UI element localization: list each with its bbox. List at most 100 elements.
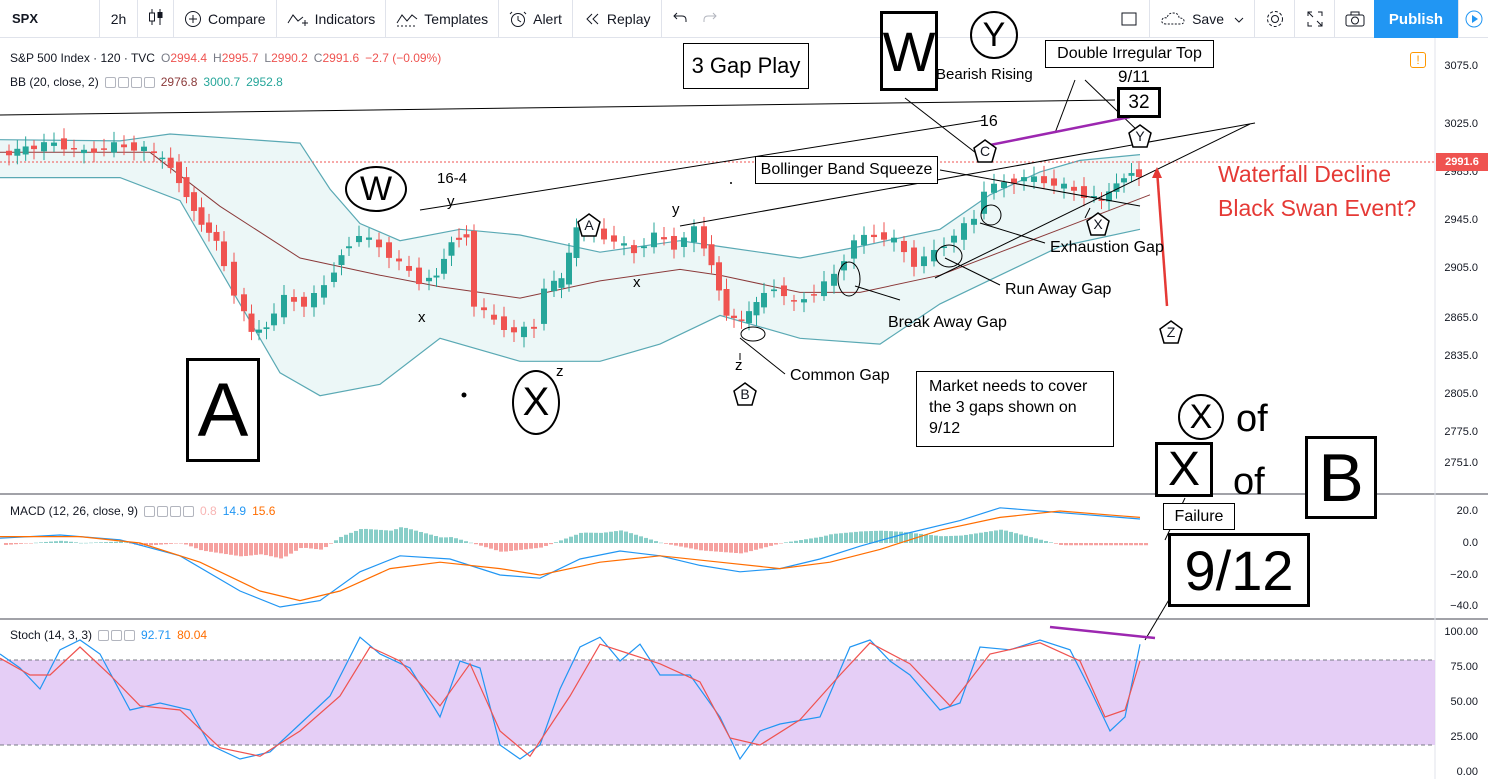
macd-bar xyxy=(1034,538,1038,543)
date-912-box[interactable]: 9/12 xyxy=(1168,533,1310,607)
gear-icon[interactable] xyxy=(1254,0,1294,38)
candle-body xyxy=(456,237,462,240)
macd-bar xyxy=(954,535,958,543)
small-x-2[interactable]: x xyxy=(633,274,641,291)
small-y-2[interactable]: y xyxy=(672,201,680,218)
indicators-label: Indicators xyxy=(314,10,376,27)
alert-button[interactable]: Alert xyxy=(499,0,573,38)
macd-bar xyxy=(484,543,488,548)
macd-bar xyxy=(89,542,93,544)
small-x-1[interactable]: x xyxy=(418,309,426,326)
rectangle-icon[interactable] xyxy=(1109,0,1149,38)
candle-body xyxy=(159,157,166,160)
candle-body xyxy=(396,258,402,262)
pentagon-x[interactable]: X xyxy=(1085,211,1111,237)
bb-legend-name[interactable]: BB (20, close, 2) xyxy=(10,75,99,89)
play-icon[interactable] xyxy=(1458,0,1488,38)
candle-body xyxy=(1081,186,1087,198)
redo-icon[interactable] xyxy=(702,10,718,27)
circle-y-top[interactable]: Y xyxy=(970,11,1018,59)
compare-button[interactable]: Compare xyxy=(174,0,277,38)
big-b-box[interactable]: B xyxy=(1305,436,1377,519)
macd-bar xyxy=(324,543,328,548)
stoch-legend: Stoch (14, 3, 3) 92.71 80.04 xyxy=(10,628,207,642)
bb-legend-buttons[interactable] xyxy=(104,76,155,88)
stoch-legend-buttons[interactable] xyxy=(98,629,136,641)
main-legend-name[interactable]: S&P 500 Index · 120 · TVC xyxy=(10,51,155,65)
replay-button[interactable]: Replay xyxy=(573,0,662,38)
small-z-2[interactable]: z xyxy=(556,363,564,380)
macd-bar xyxy=(234,543,238,556)
price-tick: 2775.0 xyxy=(1444,426,1478,438)
candle-body xyxy=(891,237,897,243)
small-z-1[interactable]: z xyxy=(735,357,743,374)
macd-bar xyxy=(44,541,48,543)
small-y-1[interactable]: y xyxy=(447,193,455,210)
exhaustion-gap-label[interactable]: Exhaustion Gap xyxy=(1050,239,1164,256)
bearish-rising-label[interactable]: Bearish Rising xyxy=(936,66,1033,83)
run-away-gap-label[interactable]: Run Away Gap xyxy=(1005,281,1112,298)
high-label: H xyxy=(213,51,222,65)
macd-tick: −20.0 xyxy=(1450,569,1478,581)
open-value: 2994.4 xyxy=(170,51,208,65)
pentagon-c[interactable]: C xyxy=(972,138,998,164)
interval-button[interactable]: 2h xyxy=(100,0,138,38)
macd-bar xyxy=(1144,543,1148,546)
macd-legend-name[interactable]: MACD (12, 26, close, 9) xyxy=(10,504,139,518)
circle-x-mid[interactable]: X xyxy=(512,370,560,435)
of-label-2[interactable]: of xyxy=(1233,461,1265,503)
stoch-legend-name[interactable]: Stoch (14, 3, 3) xyxy=(10,628,93,642)
macd-bar xyxy=(254,543,258,555)
big-w-box[interactable]: W xyxy=(880,11,938,91)
macd-bar xyxy=(844,532,848,543)
big-a-box[interactable]: A xyxy=(186,358,260,462)
undo-icon[interactable] xyxy=(672,10,688,27)
pentagon-a[interactable]: A xyxy=(576,212,602,238)
chart-canvas[interactable] xyxy=(0,38,1488,779)
pentagon-y[interactable]: Y xyxy=(1127,123,1153,149)
macd-bar xyxy=(984,531,988,543)
sixteen-label[interactable]: 16 xyxy=(980,113,998,130)
double-irregular-top-box[interactable]: Double Irregular Top xyxy=(1045,40,1214,68)
publish-button[interactable]: Publish xyxy=(1374,0,1458,38)
chart-area[interactable]: S&P 500 Index · 120 · TVC O2994.4 H2995.… xyxy=(0,11,1488,779)
macd-bar xyxy=(1084,543,1088,546)
failure-box[interactable]: Failure xyxy=(1163,503,1235,530)
waterfall-decline-label[interactable]: Waterfall Decline xyxy=(1218,161,1391,187)
high-value: 2995.7 xyxy=(221,51,259,65)
black-swan-label[interactable]: Black Swan Event? xyxy=(1218,195,1417,221)
pentagon-b[interactable]: B xyxy=(732,381,758,407)
break-away-gap-label[interactable]: Break Away Gap xyxy=(888,314,1007,331)
macd-legend-buttons[interactable] xyxy=(144,505,195,517)
three-gap-play-box[interactable]: 3 Gap Play xyxy=(683,43,809,89)
open-label: O xyxy=(160,51,171,65)
chart-type-button[interactable] xyxy=(138,0,174,38)
indicators-icon xyxy=(287,11,309,27)
pentagon-z[interactable]: Z xyxy=(1158,319,1184,345)
macd-legend: MACD (12, 26, close, 9) 0.8 14.9 15.6 xyxy=(10,504,275,518)
macd-bar xyxy=(604,532,608,543)
sixteen-four-label[interactable]: 16-4 xyxy=(437,170,468,187)
circle-x-right[interactable]: X xyxy=(1178,394,1224,440)
bollinger-squeeze-box[interactable]: Bollinger Band Squeeze xyxy=(755,156,938,184)
purple-divergence-price xyxy=(989,115,1131,147)
save-button[interactable]: Save xyxy=(1149,0,1254,38)
macd-bar xyxy=(899,531,903,543)
templates-button[interactable]: Templates xyxy=(386,0,500,38)
date-911-label[interactable]: 9/11 xyxy=(1118,67,1150,86)
warning-icon[interactable]: ! xyxy=(1410,52,1426,68)
camera-icon[interactable] xyxy=(1334,0,1374,38)
candle-body xyxy=(791,300,797,302)
big-x-box[interactable]: X xyxy=(1155,442,1213,497)
macd-bar xyxy=(419,531,423,543)
symbol-search[interactable]: SPX xyxy=(0,0,100,38)
of-label-1[interactable]: of xyxy=(1236,398,1268,440)
count-32-box[interactable]: 32 xyxy=(1117,87,1161,118)
macd-bar xyxy=(594,532,598,543)
indicators-button[interactable]: Indicators xyxy=(277,0,387,38)
market-needs-box[interactable]: Market needs to cover the 3 gaps shown o… xyxy=(916,371,1114,447)
circle-w[interactable]: W xyxy=(345,166,407,212)
common-gap-label[interactable]: Common Gap xyxy=(790,367,890,384)
fullscreen-icon[interactable] xyxy=(1294,0,1334,38)
macd-bar xyxy=(39,542,43,543)
